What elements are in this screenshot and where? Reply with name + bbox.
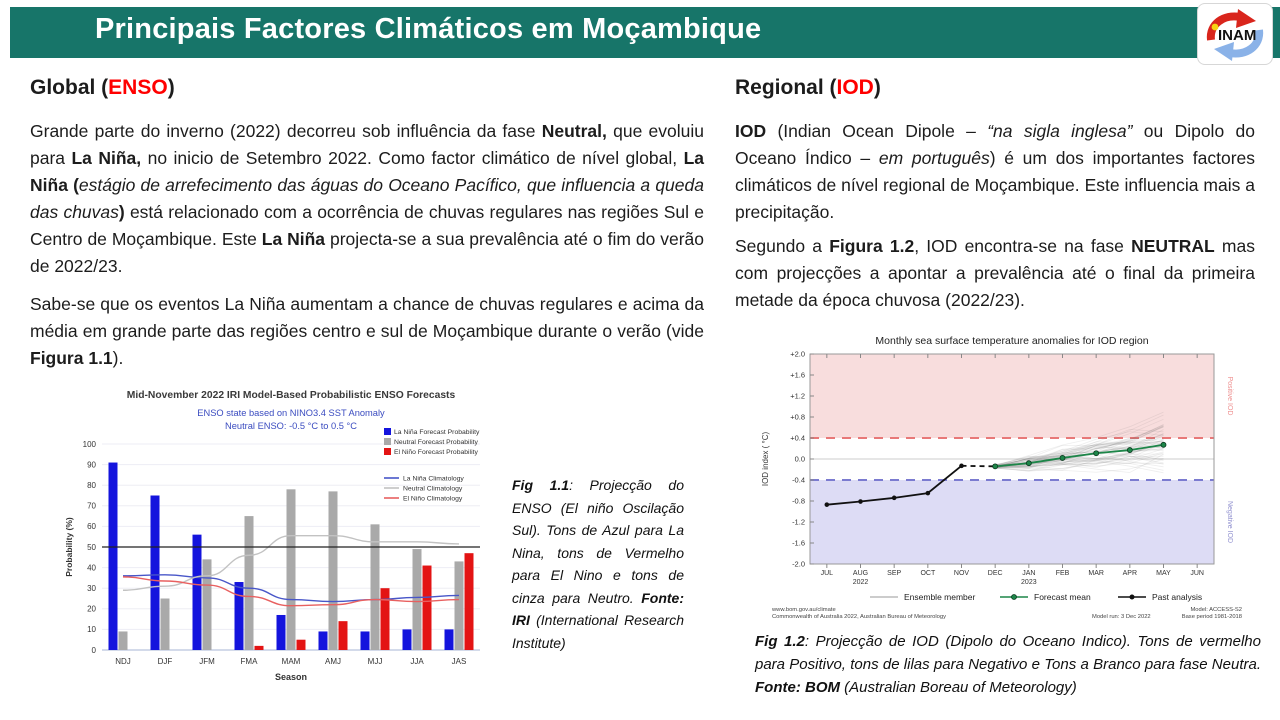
svg-text:80: 80 [87, 481, 96, 490]
svg-text:Season: Season [275, 672, 307, 682]
svg-text:Neutral Climatology: Neutral Climatology [403, 485, 463, 492]
svg-text:70: 70 [87, 502, 96, 511]
svg-text:MAR: MAR [1088, 570, 1104, 577]
svg-text:50: 50 [87, 543, 96, 552]
header-band [10, 7, 1280, 58]
svg-text:10: 10 [87, 625, 96, 634]
svg-text:0.0: 0.0 [795, 455, 805, 464]
iod-chart-svg: Monthly sea surface temperature anomalie… [761, 335, 1242, 620]
paragraph-iod-2: Segundo a Figura 1.2, IOD encontra-se na… [735, 236, 1255, 310]
enso-chart: Mid-November 2022 IRI Model-Based Probab… [60, 382, 505, 694]
inam-logo-icon: INAM [1206, 9, 1264, 61]
svg-text:DEC: DEC [988, 570, 1003, 577]
svg-text:SEP: SEP [887, 570, 901, 577]
svg-text:40: 40 [87, 563, 96, 572]
logo-red-arrowhead-icon [1236, 9, 1256, 28]
svg-text:Mid-November 2022 IRI Model-Ba: Mid-November 2022 IRI Model-Based Probab… [127, 390, 456, 401]
svg-text:JUN: JUN [1190, 570, 1204, 577]
svg-text:-1.2: -1.2 [792, 518, 805, 527]
paragraph-enso-1: Grande parte do inverno (2022) decorreu … [30, 121, 705, 276]
svg-text:DJF: DJF [158, 657, 173, 666]
svg-text:El Niño Climatology: El Niño Climatology [403, 495, 463, 502]
svg-text:20: 20 [87, 605, 96, 614]
svg-text:Forecast mean: Forecast mean [1034, 592, 1091, 602]
svg-text:Ensemble member: Ensemble member [904, 592, 976, 602]
logo-blue-arrowhead-icon [1214, 42, 1234, 61]
svg-text:2023: 2023 [1021, 579, 1037, 586]
svg-text:FEB: FEB [1056, 570, 1070, 577]
svg-text:La Niña Climatology: La Niña Climatology [403, 475, 464, 482]
svg-text:30: 30 [87, 584, 96, 593]
svg-text:-1.6: -1.6 [792, 539, 805, 548]
svg-text:-0.8: -0.8 [792, 497, 805, 506]
figure-1-1-caption: Fig 1.1: Projecção do ENSO (El niño Osci… [512, 477, 684, 651]
svg-text:NDJ: NDJ [115, 657, 131, 666]
heading-regional-iod: Regional (IOD) [735, 76, 881, 99]
svg-text:+2.0: +2.0 [790, 350, 805, 359]
svg-text:90: 90 [87, 460, 96, 469]
svg-text:MAM: MAM [282, 657, 301, 666]
paragraph-iod-1: IOD (Indian Ocean Dipole – “na sigla ing… [735, 121, 1255, 222]
logo-red-arrow-icon [1206, 12, 1241, 41]
svg-text:Probability (%): Probability (%) [64, 517, 74, 577]
inam-logo: INAM [1197, 3, 1273, 65]
iod-chart: Monthly sea surface temperature anomalie… [752, 330, 1257, 622]
svg-text:Model run: 3 Dec 2022: Model run: 3 Dec 2022 [1092, 614, 1151, 620]
svg-text:JAN: JAN [1022, 570, 1035, 577]
svg-text:Base period 1981-2018: Base period 1981-2018 [1182, 614, 1242, 620]
svg-text:+1.2: +1.2 [790, 392, 805, 401]
svg-text:+0.4: +0.4 [790, 434, 805, 443]
svg-text:MAY: MAY [1156, 570, 1171, 577]
svg-text:60: 60 [87, 522, 96, 531]
svg-text:JUL: JUL [821, 570, 834, 577]
svg-text:Negative IOD: Negative IOD [1226, 501, 1233, 543]
svg-text:Positive IOD: Positive IOD [1226, 377, 1233, 416]
svg-text:APR: APR [1123, 570, 1137, 577]
svg-text:-0.4: -0.4 [792, 476, 805, 485]
enso-chart-svg: Mid-November 2022 IRI Model-Based Probab… [64, 390, 480, 682]
svg-text:Monthly sea surface temperatur: Monthly sea surface temperature anomalie… [875, 335, 1148, 347]
svg-text:OCT: OCT [920, 570, 936, 577]
page-title: Principais Factores Climáticos em Moçamb… [95, 13, 762, 45]
svg-text:Neutral Forecast Probability: Neutral Forecast Probability [394, 439, 478, 446]
svg-text:IOD index ( °C): IOD index ( °C) [761, 432, 770, 487]
logo-text: INAM [1218, 27, 1256, 44]
svg-text:Past analysis: Past analysis [1152, 592, 1202, 602]
svg-text:JFM: JFM [199, 657, 215, 666]
svg-text:0: 0 [92, 646, 97, 655]
paragraph-enso-2: Sabe-se que os eventos La Niña aumentam … [30, 294, 704, 368]
svg-text:La Niña Forecast Probability: La Niña Forecast Probability [394, 429, 480, 436]
svg-text:+1.6: +1.6 [790, 371, 805, 380]
logo-sun-icon [1211, 23, 1219, 31]
logo-blue-arrow-icon [1229, 29, 1264, 58]
heading-global-enso: Global (ENSO) [30, 76, 175, 99]
svg-text:JAS: JAS [452, 657, 467, 666]
svg-text:FMA: FMA [241, 657, 259, 666]
svg-text:Neutral ENSO: -0.5 °C to 0.5 °: Neutral ENSO: -0.5 °C to 0.5 °C [225, 421, 357, 431]
svg-text:MJJ: MJJ [368, 657, 383, 666]
svg-text:-2.0: -2.0 [792, 560, 805, 569]
svg-text:100: 100 [83, 440, 97, 449]
svg-text:AMJ: AMJ [325, 657, 341, 666]
figure-1-2-caption: Fig 1.2: Projecção de IOD (Dipolo do Oce… [755, 633, 1261, 696]
svg-text:AUG: AUG [853, 570, 868, 577]
svg-text:JJA: JJA [410, 657, 424, 666]
svg-text:Commonwealth of Australia 2022: Commonwealth of Australia 2022, Australi… [772, 614, 946, 620]
svg-text:ENSO state based on NINO3.4 SS: ENSO state based on NINO3.4 SST Anomaly [197, 408, 385, 418]
svg-text:El Niño Forecast Probability: El Niño Forecast Probability [394, 449, 478, 456]
svg-text:www.bom.gov.au/climate: www.bom.gov.au/climate [771, 607, 836, 613]
svg-text:2022: 2022 [853, 579, 869, 586]
svg-text:Model: ACCESS-S2: Model: ACCESS-S2 [1190, 607, 1242, 613]
svg-text:NOV: NOV [954, 570, 970, 577]
svg-text:+0.8: +0.8 [790, 413, 805, 422]
